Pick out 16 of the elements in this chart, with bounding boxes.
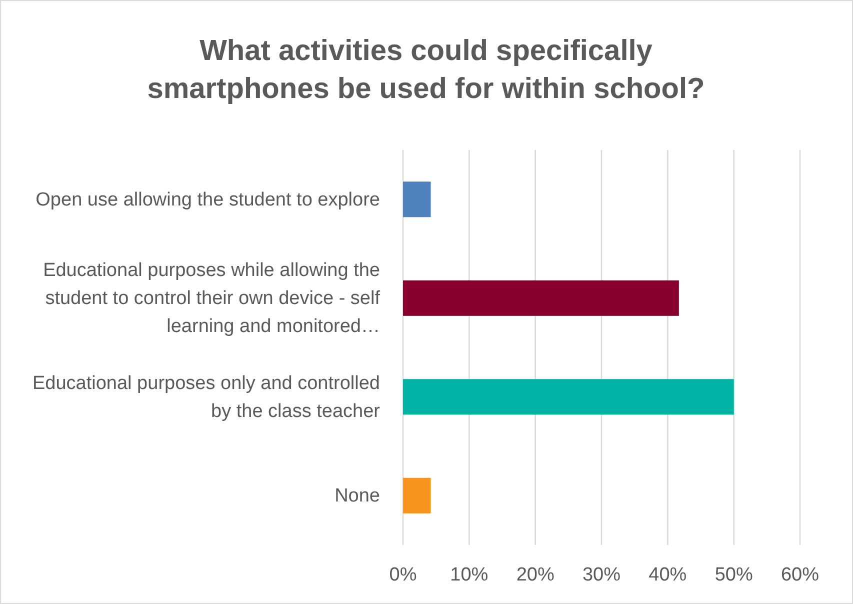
y-tick-label: Open use allowing the student to explore [36,189,380,210]
y-tick-label: None [334,486,380,507]
x-tick-label: 10% [450,564,488,586]
chart-title: What activities could specifically smartphones be used for within school? [147,35,705,105]
x-tick-label: 30% [582,564,621,586]
bar [403,182,431,218]
x-tick-label: 40% [648,564,687,586]
y-tick-label: Educational purposes while allowing the student to control their own device - self learning and monitored… [43,260,381,338]
x-tick-label: 60% [780,564,820,586]
bar [403,280,679,316]
x-tick-label: 0% [389,564,417,586]
y-tick-label: Educational purposes only and controlled by the class teacher [32,372,381,422]
x-tick-label: 20% [516,564,554,586]
x-tick-label: 50% [714,564,753,586]
bar [403,478,431,514]
bar [403,379,734,415]
